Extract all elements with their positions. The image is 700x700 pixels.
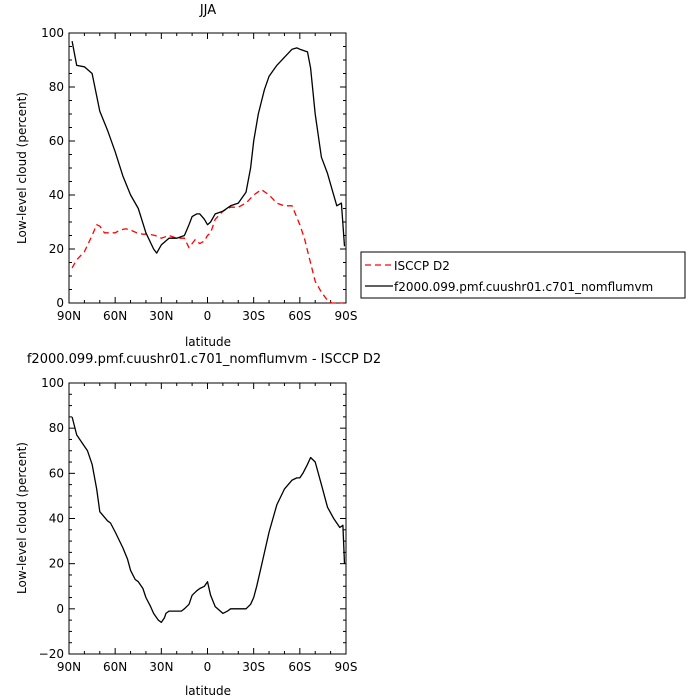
- legend-box: [360, 251, 686, 299]
- x-tick-label: 60N: [103, 309, 127, 323]
- top-y-axis-label: Low-level cloud (percent): [15, 92, 29, 244]
- bottom-x-tick-labels: 90N 60N 30N 0 30S 60S 90S: [57, 660, 358, 674]
- x-tick-label: 90N: [57, 309, 81, 323]
- y-tick-label: 80: [49, 80, 64, 94]
- top-panel-title: JJA: [199, 3, 216, 18]
- bottom-y-tick-labels: −20 0 20 40 60 80 100: [39, 376, 64, 661]
- bottom-y-axis-label: Low-level cloud (percent): [15, 442, 29, 594]
- legend-label-isccp-d2: ISCCP D2: [394, 259, 450, 273]
- x-tick-label: 60N: [103, 660, 127, 674]
- y-tick-label: −20: [39, 647, 64, 661]
- y-tick-label: 80: [49, 421, 64, 435]
- y-tick-label: 40: [49, 188, 64, 202]
- x-tick-label: 90N: [57, 660, 81, 674]
- bottom-series-lines: [71, 416, 346, 624]
- legend-label-model: f2000.099.pmf.cuushr01.c701_nomflumvm: [394, 280, 653, 294]
- bottom-panel: f2000.099.pmf.cuushr01.c701_nomflumvm - …: [15, 352, 381, 698]
- x-tick-label: 30S: [242, 309, 265, 323]
- bottom-x-axis-label: latitude: [185, 684, 231, 698]
- y-tick-label: 60: [49, 134, 64, 148]
- y-tick-label: 100: [41, 26, 64, 40]
- bottom-panel-title: f2000.099.pmf.cuushr01.c701_nomflumvm - …: [27, 352, 381, 367]
- x-tick-label: 60S: [288, 660, 311, 674]
- legend: ISCCP D2 f2000.099.pmf.cuushr01.c701_nom…: [360, 251, 686, 299]
- x-tick-label: 30N: [149, 309, 173, 323]
- series-line-model: [71, 416, 346, 624]
- top-axis-ticks: [68, 32, 347, 304]
- y-tick-label: 0: [56, 602, 64, 616]
- top-series-lines: [71, 40, 346, 304]
- top-y-tick-labels: 0 20 40 60 80 100: [41, 26, 64, 310]
- bottom-plot-frame: [68, 382, 347, 655]
- y-tick-label: 20: [49, 242, 64, 256]
- x-tick-label: 90S: [335, 309, 358, 323]
- x-tick-label: 30N: [149, 660, 173, 674]
- x-tick-label: 30S: [242, 660, 265, 674]
- y-tick-label: 60: [49, 466, 64, 480]
- bottom-axis-ticks: [68, 382, 347, 655]
- y-tick-label: 20: [49, 557, 64, 571]
- series-line-isccp-d2: [71, 188, 343, 304]
- top-x-tick-labels: 90N 60N 30N 0 30S 60S 90S: [57, 309, 358, 323]
- x-tick-label: 0: [204, 660, 212, 674]
- series-line-model: [71, 40, 346, 254]
- x-tick-label: 0: [204, 309, 212, 323]
- top-plot-frame: [68, 32, 347, 304]
- x-tick-label: 90S: [335, 660, 358, 674]
- x-tick-label: 60S: [288, 309, 311, 323]
- y-tick-label: 0: [56, 296, 64, 310]
- top-panel: JJA 90N 60N 30N 0 30S 60S 90S 0 20 40 60 80 100 lat…: [15, 3, 686, 349]
- y-tick-label: 40: [49, 512, 64, 526]
- top-x-axis-label: latitude: [185, 335, 231, 349]
- y-tick-label: 100: [41, 376, 64, 390]
